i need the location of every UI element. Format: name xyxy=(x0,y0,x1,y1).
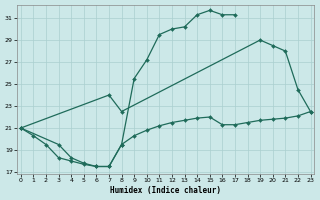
X-axis label: Humidex (Indice chaleur): Humidex (Indice chaleur) xyxy=(110,186,221,195)
